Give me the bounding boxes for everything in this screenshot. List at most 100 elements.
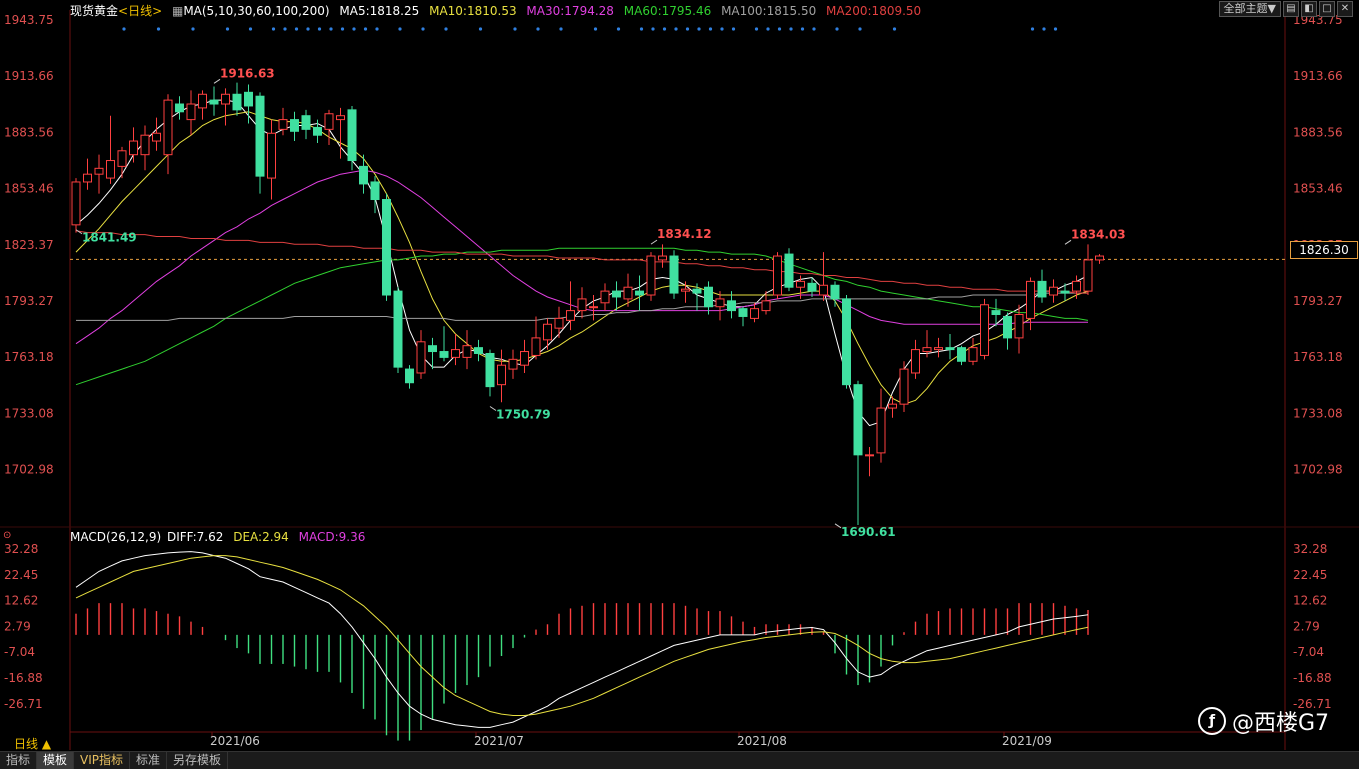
candle-body: [911, 349, 920, 374]
price-tick-left: 1853.46: [4, 182, 54, 196]
candle-body: [669, 255, 679, 294]
date-label-3: 2021/08: [737, 734, 787, 748]
candle-body: [1095, 255, 1104, 261]
macd-tick-right: -16.88: [1293, 671, 1332, 685]
candle-body: [635, 290, 644, 296]
annotation-pointer: [834, 523, 842, 529]
annotation-high1: 1916.63: [220, 66, 275, 80]
period-tag[interactable]: <日线>: [118, 4, 163, 18]
candle-body: [554, 317, 564, 329]
macd-tick-left: -26.71: [4, 697, 43, 711]
candle-body: [727, 300, 736, 312]
macd-tick-right: -7.04: [1293, 645, 1324, 659]
annotation-pointer: [213, 78, 221, 84]
signal-dot: [662, 27, 667, 31]
candle-body: [221, 93, 230, 105]
candle-body: [1072, 280, 1081, 292]
candle-body: [1037, 280, 1047, 298]
period-selector[interactable]: 日线 ▲: [14, 737, 52, 751]
annotation-high2: 1834.12: [657, 227, 712, 241]
candle-body: [830, 284, 840, 300]
candle-body: [1060, 290, 1070, 294]
signal-dot: [754, 27, 759, 31]
chart-canvas[interactable]: 1916.63 1841.49 1750.79 1834.12 1690.61 1834.…: [0, 0, 1359, 751]
ma30-label: MA30:1794.28: [526, 4, 614, 18]
macd-header: MACD(26,12,9) DIFF:7.62 DEA:2.94 MACD:9.…: [70, 530, 371, 544]
annotation-low2: 1750.79: [496, 408, 551, 422]
signal-dot: [513, 27, 517, 31]
signal-dot: [708, 27, 713, 31]
candle-body: [980, 304, 989, 356]
candle-body: [888, 403, 897, 409]
macd-pane-icon[interactable]: ⊙: [3, 530, 12, 541]
ma-title: MA(5,10,30,60,100,200): [183, 4, 330, 18]
macd-tick-left: 12.62: [4, 594, 38, 608]
annotation-low1: 1841.49: [82, 231, 137, 245]
theme-dropdown[interactable]: 全部主题▼: [1218, 1, 1281, 17]
candle-body: [853, 384, 863, 456]
candle-body: [474, 347, 483, 354]
signal-dot: [731, 27, 736, 31]
tab-save-template[interactable]: 另存模板: [167, 752, 229, 769]
window-controls: 全部主题▼ ▤ ◧ □ ✕: [1218, 1, 1353, 17]
candle-body: [968, 347, 978, 362]
candle-body: [1026, 280, 1035, 319]
tab-standard[interactable]: 标准: [130, 752, 168, 769]
macd-tick-right: 12.62: [1293, 594, 1327, 608]
annotation-pointer: [75, 229, 83, 235]
annotation-pointer: [489, 406, 497, 411]
candle-body: [922, 347, 932, 353]
candles[interactable]: 1916.63 1841.49 1750.79 1834.12 1690.61 1834.…: [71, 66, 1126, 539]
candle-body: [1083, 259, 1093, 292]
ma-header: 现货黄金<日线> ▦MA(5,10,30,60,100,200) MA5:181…: [70, 2, 927, 19]
instrument-name[interactable]: 现货黄金: [70, 4, 119, 18]
ma200-line: [75, 230, 1088, 294]
signal-dot: [789, 27, 793, 31]
candle-body: [416, 341, 426, 374]
signal-dot: [892, 27, 897, 31]
price-tick-left: 1733.08: [4, 406, 54, 420]
maximize-icon[interactable]: □: [1319, 1, 1335, 17]
candle-body: [865, 454, 874, 457]
tab-templates[interactable]: 模板: [37, 752, 75, 769]
ma200-label: MA200:1809.50: [826, 4, 922, 18]
candle-body: [232, 93, 242, 111]
signal-dot: [1030, 27, 1035, 31]
macd-tick-left: -7.04: [4, 645, 35, 659]
candle-body: [451, 349, 460, 358]
candle-body: [255, 95, 265, 177]
price-tick-right: 1733.08: [1293, 406, 1343, 420]
signal-dot: [156, 27, 161, 31]
candle-body: [359, 165, 368, 185]
candle-body: [715, 298, 725, 308]
tile-icon[interactable]: ▤: [1283, 1, 1299, 17]
candle-body: [796, 280, 805, 288]
candle-body: [819, 284, 828, 296]
annotation-pointer: [1064, 239, 1072, 245]
candle-body: [807, 282, 817, 292]
candle-body: [681, 288, 690, 292]
tab-vip-indicators[interactable]: VIP指标: [74, 752, 131, 769]
sidebar-icon[interactable]: ◧: [1301, 1, 1317, 17]
candle-body: [393, 290, 403, 368]
price-tick-right: 1883.56: [1293, 125, 1343, 139]
signal-dot: [697, 27, 701, 31]
macd-label: MACD:9.36: [298, 530, 366, 544]
date-label-1: 2021/06: [210, 734, 260, 748]
signal-dot: [122, 27, 126, 31]
candle-body: [278, 119, 288, 130]
close-icon[interactable]: ✕: [1337, 1, 1353, 17]
signal-dot: [559, 27, 563, 31]
candle-body: [761, 300, 771, 312]
candle-body: [175, 103, 184, 113]
tab-indicators[interactable]: 指标: [0, 752, 38, 769]
watermark-text: @西楼G7: [1232, 711, 1330, 736]
price-tick-right: 1763.18: [1293, 350, 1343, 364]
signal-dot: [536, 27, 540, 31]
candle-body: [842, 298, 851, 386]
candle-body: [462, 345, 472, 358]
macd-tick-right: 32.28: [1293, 542, 1327, 556]
signal-dot: [616, 27, 621, 31]
ma10-label: MA10:1810.53: [429, 4, 517, 18]
watermark: ƒ @西楼G7: [1198, 705, 1329, 737]
